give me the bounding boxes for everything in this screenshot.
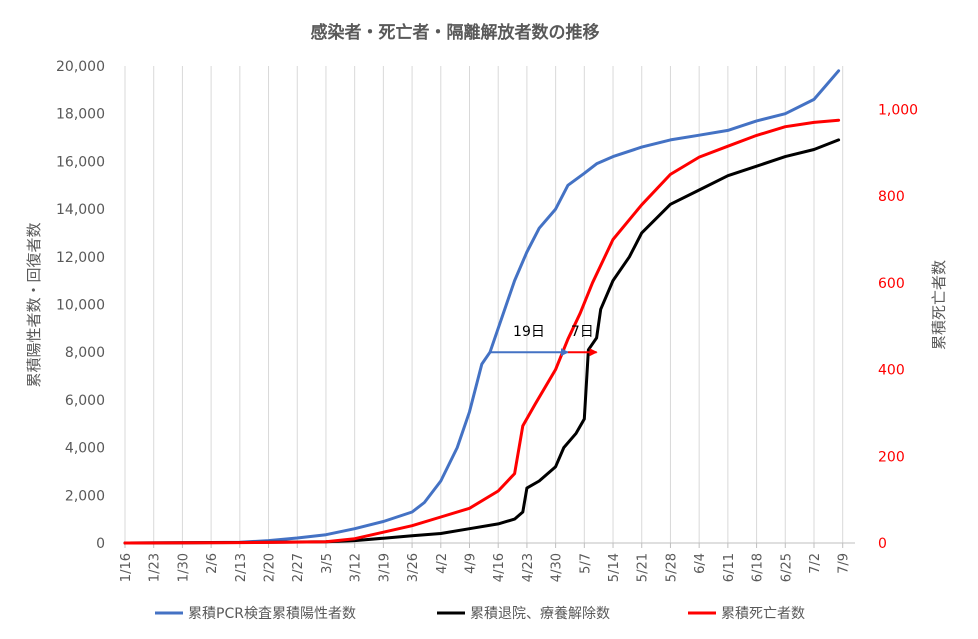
y-tick-label-left: 8,000 <box>65 345 105 361</box>
x-tick-label: 5/14 <box>607 553 622 582</box>
y-tick-label-right: 800 <box>878 189 905 205</box>
x-tick-label: 2/6 <box>205 553 220 574</box>
x-tick-label: 6/4 <box>693 553 708 574</box>
annotation-label: 19日 <box>513 324 545 340</box>
x-tick-label: 1/16 <box>119 553 134 582</box>
x-tick-label: 4/2 <box>435 553 450 574</box>
x-tick-label: 2/27 <box>291 553 306 582</box>
x-tick-label: 4/9 <box>463 553 478 574</box>
legend-label: 累積退院、療養解除数 <box>470 605 610 622</box>
x-tick-label: 4/23 <box>521 553 536 582</box>
series-line-2 <box>123 138 841 545</box>
x-tick-label: 5/28 <box>664 553 679 582</box>
y-tick-label-left: 18,000 <box>56 107 105 123</box>
y-tick-label-left: 0 <box>96 536 105 552</box>
y-tick-label-right: 200 <box>878 449 905 465</box>
x-tick-label: 7/9 <box>837 553 852 574</box>
gridlines <box>124 66 844 543</box>
x-tick-label: 6/18 <box>751 553 766 582</box>
y-tick-label-left: 6,000 <box>65 393 105 409</box>
x-tick-label: 1/23 <box>148 553 163 582</box>
y-tick-label-left: 14,000 <box>56 202 105 218</box>
x-tick-label: 5/21 <box>636 553 651 582</box>
annotation-label: 7日 <box>571 324 594 340</box>
legend-label: 累積PCR検査累積陽性者数 <box>188 606 356 622</box>
y-tick-label-right: 1,000 <box>878 102 918 118</box>
x-tick-label: 6/11 <box>722 553 737 582</box>
series-lines <box>123 69 841 545</box>
annotations: 19日 7日 <box>490 324 598 357</box>
legend-label: 累積死亡者数 <box>721 606 805 622</box>
y-tick-label-left: 12,000 <box>56 250 105 266</box>
x-tick-label: 7/2 <box>808 553 823 574</box>
x-tick-label: 2/13 <box>234 553 249 582</box>
x-tick-label: 1/30 <box>176 553 191 582</box>
x-tick-label: 4/30 <box>550 553 565 582</box>
x-tick-label: 2/20 <box>263 553 278 582</box>
series-line-1 <box>123 69 841 545</box>
axes: 1/16 1/23 1/30 2/6 2/13 2/20 2/27 3/5 3/12 3/19 3/… <box>56 59 918 582</box>
x-tick-label: 3/12 <box>349 553 364 582</box>
y-tick-label-left: 4,000 <box>65 441 105 457</box>
y-tick-label-left: 20,000 <box>56 59 105 75</box>
x-tick-label: 3/26 <box>406 553 421 582</box>
x-tick-label: 3/5 <box>320 553 335 574</box>
x-tick-label: 6/25 <box>779 553 794 582</box>
legend: 累積PCR検査累積陽性者数 累積退院、療養解除数 累積死亡者数 <box>155 605 805 622</box>
y-tick-label-right: 0 <box>878 536 887 552</box>
x-tick-label: 5/7 <box>578 553 593 574</box>
y-axis-right-label: 累積死亡者数 <box>930 260 948 350</box>
y-tick-label-right: 400 <box>878 363 905 379</box>
series-line-3 <box>123 118 841 545</box>
y-axis-left-label: 累積陽性者数・回復者数 <box>25 222 43 387</box>
chart-title: 感染者・死亡者・隔離解放者数の推移 <box>311 22 600 43</box>
y-tick-label-left: 10,000 <box>56 298 105 314</box>
x-tick-label: 3/19 <box>377 553 392 582</box>
y-tick-label-left: 16,000 <box>56 154 105 170</box>
y-tick-label-right: 600 <box>878 276 905 292</box>
x-tick-label: 4/16 <box>492 553 507 582</box>
y-tick-label-left: 2,000 <box>65 488 105 504</box>
